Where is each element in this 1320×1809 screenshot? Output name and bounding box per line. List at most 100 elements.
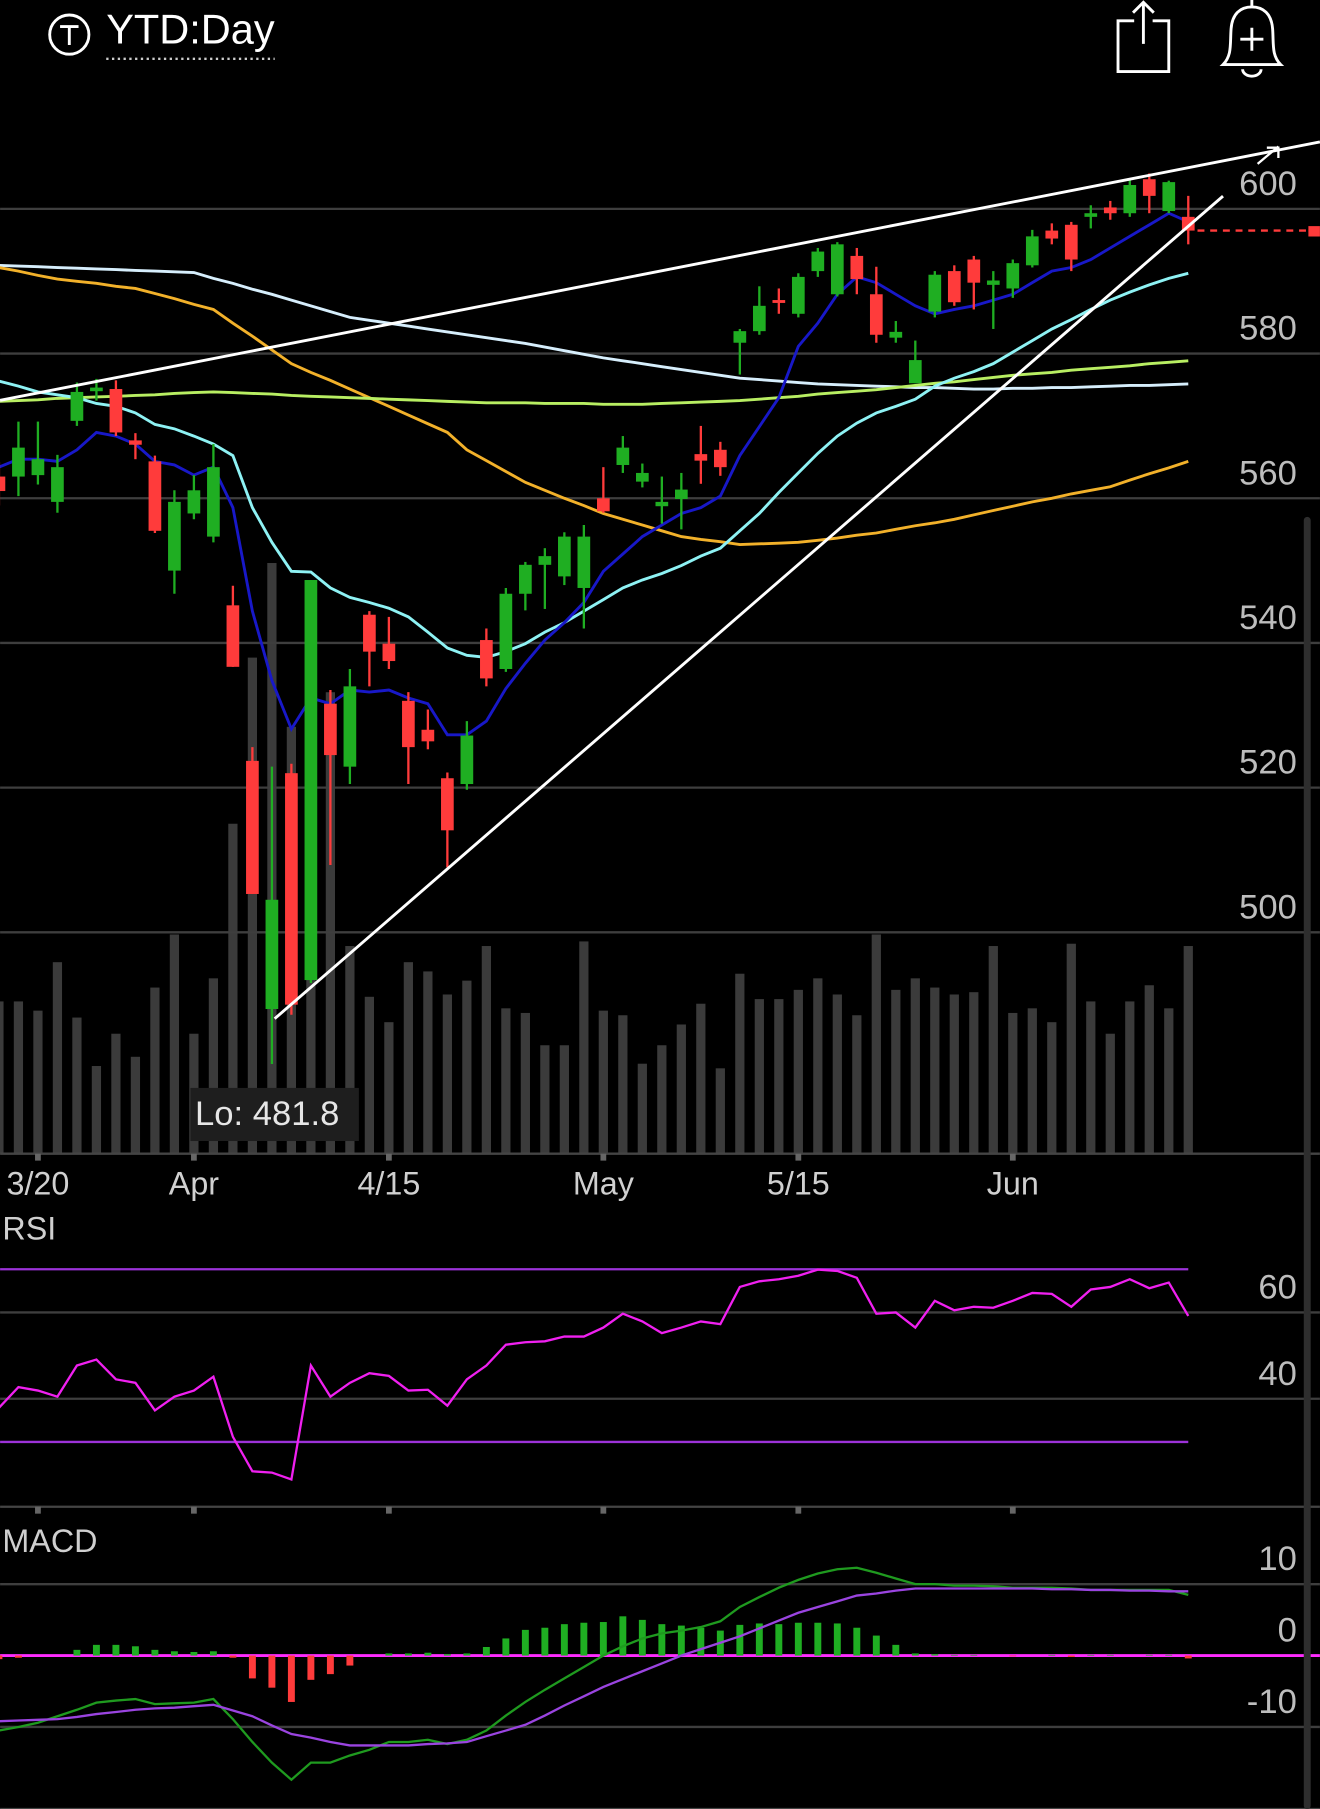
histogram-bar [112, 1644, 120, 1656]
share-button[interactable] [1116, 0, 1171, 73]
share-arrow [1131, 0, 1155, 44]
histogram-bar [794, 1622, 802, 1656]
indicator-line [0, 1566, 1189, 1782]
candle-body [1025, 236, 1039, 266]
trend-line[interactable] [273, 195, 1224, 1020]
volume-bar [774, 999, 784, 1154]
moving-average-line [0, 271, 1189, 659]
candle-body [811, 251, 825, 272]
volume-bar [364, 996, 374, 1154]
candle-body [226, 605, 240, 667]
volume-bar [481, 946, 491, 1154]
candle-body [713, 449, 727, 468]
candle-body [928, 274, 942, 312]
volume-bar [384, 1022, 394, 1154]
icon-glyph [60, 25, 79, 45]
moving-average-line [0, 359, 1189, 406]
candle-body [51, 467, 64, 502]
candle-body [830, 244, 844, 295]
candle-body [148, 461, 162, 531]
histogram-bar [892, 1644, 900, 1656]
volume-bar [403, 962, 413, 1154]
histogram-bar [92, 1644, 100, 1656]
scrollbar[interactable] [1303, 516, 1311, 1809]
histogram-bar [73, 1649, 81, 1656]
histogram-bar [170, 1651, 178, 1656]
trend-line[interactable] [0, 140, 1320, 402]
histogram-bar [502, 1638, 510, 1656]
histogram-bar [580, 1622, 588, 1656]
histogram-bar [346, 1655, 354, 1666]
trend-handle[interactable] [1256, 145, 1280, 165]
candle-body [441, 778, 454, 831]
candle-body [733, 331, 747, 343]
histogram-bar [229, 1655, 237, 1658]
candle-body [1045, 230, 1059, 239]
alert-button[interactable] [1219, 0, 1285, 78]
volume-bar [813, 978, 823, 1154]
histogram-bar [1009, 1655, 1017, 1657]
candle-body [168, 501, 181, 571]
histogram-bar [1106, 1654, 1114, 1656]
candle-body [324, 703, 337, 756]
symbol-icon[interactable] [48, 13, 91, 56]
candle-body [752, 305, 766, 332]
x-tick-label: 5/15 [767, 1166, 830, 1202]
volume-bar [715, 1068, 725, 1154]
histogram-bar [404, 1653, 412, 1656]
header-title[interactable]: YTD:Day [106, 5, 275, 52]
histogram-bar [697, 1627, 705, 1656]
histogram-bar [755, 1623, 763, 1656]
candle-body [499, 593, 513, 669]
volume-bar [228, 823, 238, 1154]
candle-body [616, 447, 630, 465]
candle-body [265, 899, 279, 1010]
histogram-bar [658, 1624, 666, 1656]
x-tick-label: Apr [169, 1166, 220, 1202]
candle-body [791, 276, 805, 314]
histogram-bar [385, 1653, 393, 1656]
candle-body [12, 447, 25, 477]
histogram-bar [190, 1651, 198, 1656]
volume-bar [735, 973, 745, 1154]
candle-body [1103, 207, 1117, 214]
candle-body [31, 459, 45, 476]
candle-body [0, 476, 6, 492]
candle-body [850, 255, 864, 280]
histogram-bar [619, 1616, 627, 1656]
moving-average-line [0, 266, 1189, 546]
candle-body [90, 387, 103, 392]
volume-bar [130, 1056, 141, 1154]
candle-body [538, 556, 552, 565]
volume-bar [442, 994, 452, 1154]
price-marker [1308, 226, 1320, 237]
y-tick-label: 520 [1239, 744, 1297, 782]
volume-bar [1164, 1008, 1174, 1154]
candle-body [363, 614, 376, 652]
candle-body [304, 580, 318, 981]
volume-bar [111, 1033, 121, 1154]
volume-bar [462, 980, 472, 1154]
volume-bar [949, 994, 959, 1154]
histogram-bar [560, 1624, 568, 1656]
candle-body [674, 489, 688, 499]
volume-bar [1086, 1001, 1096, 1154]
volume-bar [91, 1066, 102, 1154]
volume-bar [501, 1008, 511, 1154]
y-tick-label: 40 [1258, 1355, 1297, 1393]
icon-ring [48, 13, 91, 56]
candle-body [129, 440, 142, 445]
volume-bar [852, 1015, 862, 1154]
moving-average-line [0, 211, 1189, 737]
candle-body [655, 501, 669, 507]
y-tick-label: 500 [1239, 888, 1297, 926]
histogram-bar [1067, 1655, 1075, 1657]
bell-plus [1240, 0, 1264, 78]
volume-bar [832, 994, 842, 1154]
histogram-bar [872, 1635, 880, 1656]
volume-bar [657, 1045, 667, 1154]
histogram-bar [599, 1622, 607, 1656]
volume-bar [169, 934, 180, 1154]
